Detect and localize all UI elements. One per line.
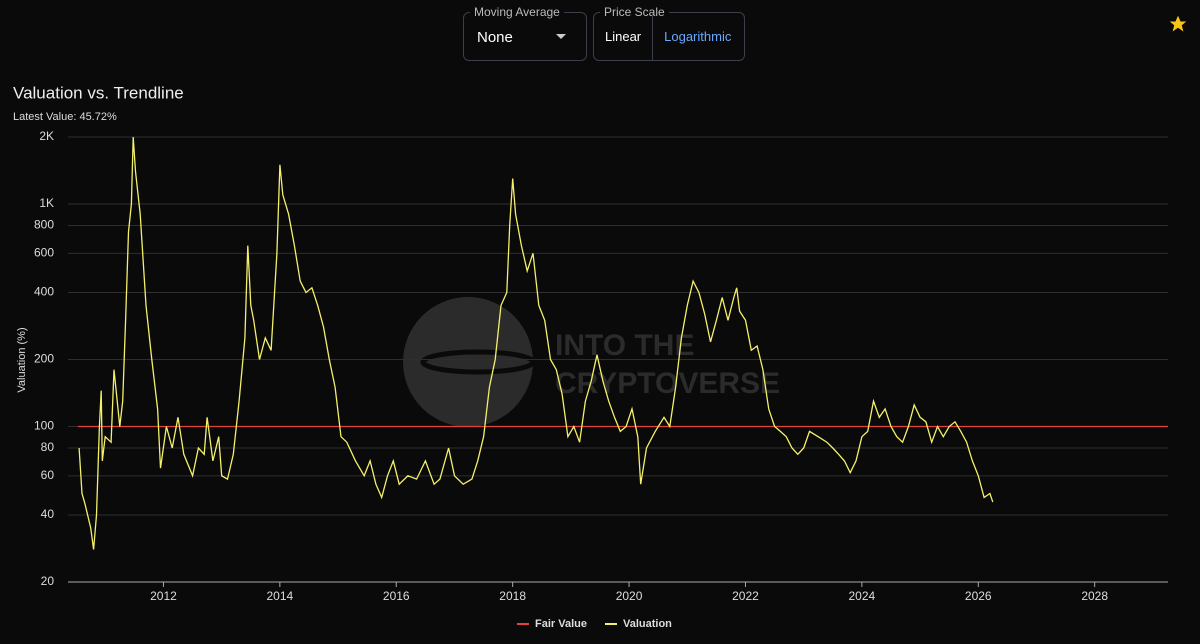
y-tick-label: 100 [34,419,54,433]
price-scale-toggle: Price Scale Linear Logarithmic [593,5,745,61]
x-tick-label: 2028 [1081,589,1108,603]
scale-option[interactable]: Linear [605,29,642,44]
x-tick-label: 2014 [267,589,294,603]
y-tick-label: 400 [34,285,54,299]
series-line [78,136,994,550]
watermark-text: CRYPTOVERSE [555,367,780,400]
scale-option[interactable]: Logarithmic [652,13,742,60]
y-axis-label: Valuation (%) [16,327,28,392]
x-tick-label: 2026 [965,589,992,603]
y-tick-label: 40 [41,507,55,521]
chart-title: Valuation vs. Trendline [13,83,184,102]
favorite-star[interactable] [1168,14,1188,34]
x-tick-label: 2018 [499,589,526,603]
y-tick-label: 200 [34,352,54,366]
y-tick-label: 1K [39,196,54,210]
select-value: None [477,29,513,46]
y-tick-label: 20 [41,574,55,588]
select-label: Moving Average [470,5,564,19]
y-tick-label: 800 [34,218,54,232]
y-tick-label: 80 [41,440,55,454]
legend-label: Valuation [623,618,672,630]
x-tick-label: 2016 [383,589,410,603]
watermark: INTO THE CRYPTOVERSE [403,297,780,427]
watermark-text: INTO THE [555,329,694,362]
x-tick-label: 2012 [150,589,177,603]
chart-subtitle: Latest Value: 45.72% [13,111,117,123]
y-tick-label: 60 [41,468,55,482]
caret [556,34,566,39]
x-tick-label: 2024 [849,589,876,603]
x-tick-label: 2020 [616,589,643,603]
y-tick-label: 600 [34,246,54,260]
options: Linear Logarithmic [594,13,742,60]
moving-average-select[interactable]: Moving Average None [463,5,587,61]
y-tick-label: 2K [39,129,54,143]
x-tick-label: 2022 [732,589,759,603]
legend-label: Fair Value [535,618,587,630]
toggle-label: Price Scale [600,5,669,19]
